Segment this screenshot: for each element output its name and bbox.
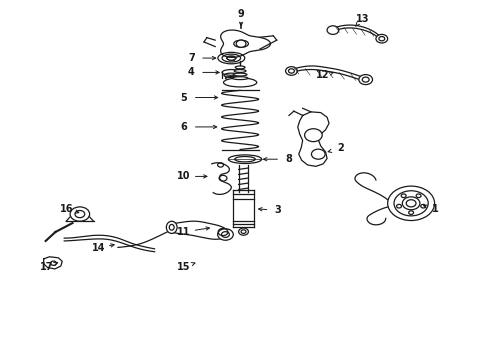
Circle shape: [402, 197, 420, 210]
Text: 17: 17: [40, 262, 54, 272]
Ellipse shape: [166, 221, 177, 233]
Text: 15: 15: [177, 262, 191, 272]
Circle shape: [376, 35, 388, 43]
Circle shape: [305, 129, 322, 141]
Polygon shape: [233, 190, 254, 227]
Ellipse shape: [234, 69, 246, 72]
Circle shape: [396, 204, 401, 208]
Ellipse shape: [233, 73, 247, 76]
Text: 7: 7: [188, 53, 195, 63]
Circle shape: [409, 211, 414, 215]
Text: 10: 10: [177, 171, 191, 181]
Ellipse shape: [228, 155, 262, 163]
Text: 13: 13: [356, 14, 369, 24]
Text: 8: 8: [286, 154, 293, 164]
Polygon shape: [298, 112, 329, 166]
Circle shape: [312, 149, 325, 159]
Text: 5: 5: [180, 93, 187, 103]
Text: 1: 1: [432, 204, 439, 215]
Ellipse shape: [235, 66, 245, 69]
Circle shape: [388, 186, 435, 221]
Text: 12: 12: [317, 70, 330, 80]
Circle shape: [218, 229, 233, 240]
Text: 16: 16: [60, 204, 74, 214]
Circle shape: [236, 40, 246, 47]
Text: 11: 11: [177, 227, 191, 237]
Text: 2: 2: [337, 143, 343, 153]
Circle shape: [327, 26, 339, 35]
Circle shape: [401, 194, 406, 198]
Text: 3: 3: [275, 206, 282, 216]
Ellipse shape: [223, 78, 257, 87]
Text: 14: 14: [92, 243, 105, 253]
Polygon shape: [239, 165, 248, 192]
Circle shape: [359, 75, 372, 85]
Text: 6: 6: [180, 122, 187, 132]
Circle shape: [416, 194, 421, 198]
Text: 9: 9: [238, 9, 245, 19]
Ellipse shape: [232, 77, 248, 80]
Text: 4: 4: [188, 67, 195, 77]
Circle shape: [421, 204, 426, 208]
Circle shape: [70, 207, 90, 221]
Polygon shape: [44, 257, 62, 269]
Circle shape: [286, 67, 297, 75]
Circle shape: [239, 228, 248, 235]
Ellipse shape: [235, 157, 255, 162]
